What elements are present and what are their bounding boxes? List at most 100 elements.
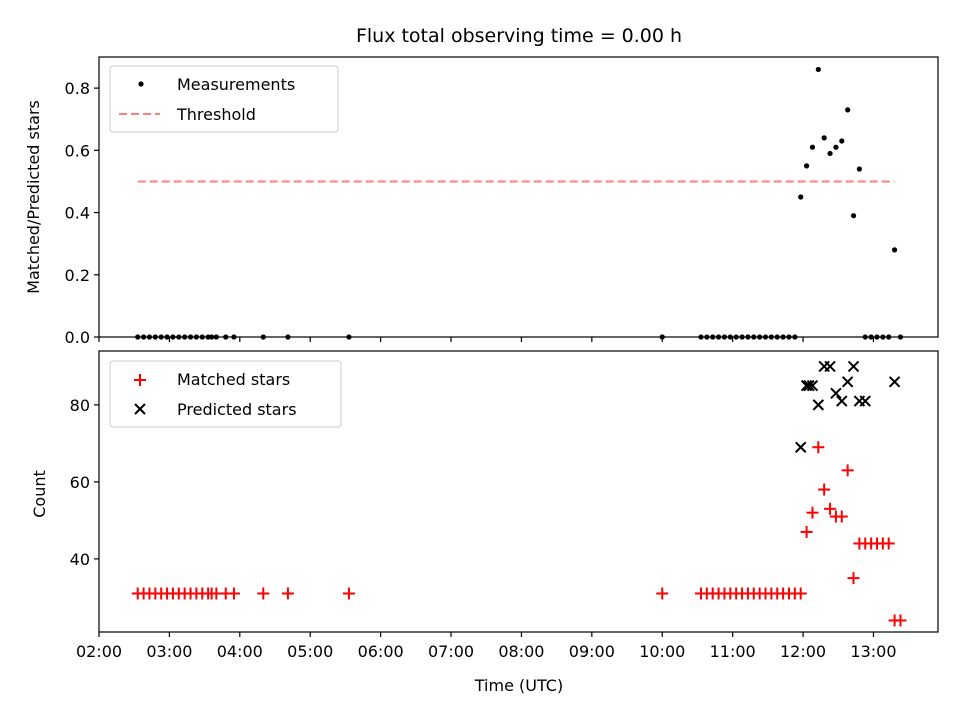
matched-star-point (847, 572, 860, 585)
measurement-point (135, 334, 141, 340)
matched-star-point (794, 587, 807, 600)
measurement-point (739, 334, 745, 340)
measurement-point (727, 334, 733, 340)
measurement-point (839, 138, 845, 144)
bottom-panel: 40 60 80 02:00 03:00 04:00 05:00 06:00 07:00 08:… (30, 350, 939, 695)
x-tick-label: 13:00 (850, 642, 896, 661)
measurement-point (786, 334, 792, 340)
top-legend: Measurements Threshold (109, 65, 339, 133)
measurement-point (850, 213, 857, 219)
measurement-point (868, 334, 874, 340)
top-y-tick-label: 0.4 (65, 204, 90, 223)
top-y-tick-label: 0.6 (65, 141, 90, 160)
matched-star-point (227, 587, 240, 600)
top-y-tick-label: 0.2 (65, 266, 90, 285)
legend-matched-marker (134, 374, 146, 386)
x-tick-label: 07:00 (428, 642, 474, 661)
chart-title: Flux total observing time = 0.00 h (356, 25, 682, 47)
x-axis-label: Time (UTC) (474, 676, 563, 695)
measurement-point (809, 144, 816, 150)
measurement-point (886, 334, 892, 340)
predicted-star-point (806, 379, 819, 392)
matched-star-point (824, 502, 837, 515)
matched-star-point (841, 464, 854, 477)
matched-star-point (257, 587, 270, 600)
measurement-point (715, 334, 722, 340)
top-legend-box (109, 65, 339, 133)
measurement-point (170, 334, 176, 340)
top-y-tick-label: 0.0 (65, 328, 90, 347)
measurement-point (745, 334, 751, 340)
measurement-point (856, 166, 862, 172)
measurement-point (780, 334, 786, 340)
measurement-point (751, 334, 757, 340)
measurement-point (757, 334, 763, 340)
bottom-y-tick-label: 80 (70, 396, 90, 415)
measurement-point (845, 107, 851, 113)
matched-star-point (818, 483, 831, 496)
measurement-point (152, 334, 158, 340)
measurement-point (798, 194, 804, 200)
measurement-point (762, 334, 769, 340)
x-tick-label: 11:00 (710, 642, 756, 661)
measurement-point (768, 334, 774, 340)
matched-star-point (806, 506, 819, 519)
x-tick-label: 08:00 (498, 642, 544, 661)
predicted-star-point (812, 399, 825, 411)
top-plot-frame (98, 56, 939, 338)
legend-measurements-label: Measurements (177, 75, 295, 94)
measurement-point (285, 334, 291, 340)
measurement-point (659, 334, 665, 340)
top-y-axis-label: Matched/Predicted stars (24, 100, 43, 294)
x-tick-label: 10:00 (639, 642, 685, 661)
matched-star-point (894, 614, 907, 627)
x-tick-label: 12:00 (780, 642, 826, 661)
legend-threshold-label: Threshold (176, 105, 256, 124)
bottom-legend: Matched stars Predicted stars (109, 360, 342, 428)
measurement-point (223, 334, 229, 340)
x-tick-label: 09:00 (569, 642, 615, 661)
bottom-legend-box (109, 360, 342, 428)
matched-star-point (800, 525, 813, 538)
bottom-x-ticks: 02:00 03:00 04:00 05:00 06:00 07:00 08:00 09:00… (76, 632, 897, 661)
measurement-point (862, 334, 868, 340)
measurement-point (193, 334, 199, 340)
measurement-point (140, 334, 147, 340)
matched-star-point (812, 441, 825, 454)
legend-measurements-marker (138, 81, 144, 87)
measurement-point (346, 334, 352, 340)
measurement-point (897, 334, 904, 340)
x-tick-label: 04:00 (217, 642, 263, 661)
predicted-star-point (803, 379, 815, 392)
predicted-star-point (830, 387, 842, 400)
bottom-y-tick-label: 40 (70, 550, 90, 569)
measurement-point (213, 334, 219, 340)
measurement-point (874, 334, 880, 340)
x-tick-label: 05:00 (287, 642, 333, 661)
measurement-point (231, 334, 237, 340)
measurement-point (821, 135, 827, 141)
measurement-point (827, 150, 833, 157)
matched-star-point (656, 587, 669, 600)
measurement-point (158, 334, 164, 340)
predicted-star-point (847, 360, 860, 373)
predicted-star-point (888, 376, 901, 388)
measurement-point (199, 334, 205, 340)
measurement-point (704, 334, 710, 340)
top-y-ticks: 0.0 0.2 0.4 0.6 0.8 (65, 79, 99, 347)
predicted-star-point (836, 395, 848, 407)
measurement-point (792, 334, 798, 340)
measurement-point (176, 334, 182, 340)
measurement-point (891, 247, 898, 253)
x-tick-label: 02:00 (76, 642, 122, 661)
bottom-y-tick-label: 60 (70, 473, 90, 492)
matched-star-point (882, 537, 895, 550)
bottom-plot-frame (98, 350, 939, 633)
legend-matched-label: Matched stars (177, 370, 290, 389)
measurement-point (880, 334, 886, 340)
bottom-y-ticks: 40 60 80 (70, 396, 99, 569)
measurement-point (182, 334, 188, 340)
measurement-point (710, 334, 716, 340)
measurement-point (815, 66, 821, 73)
